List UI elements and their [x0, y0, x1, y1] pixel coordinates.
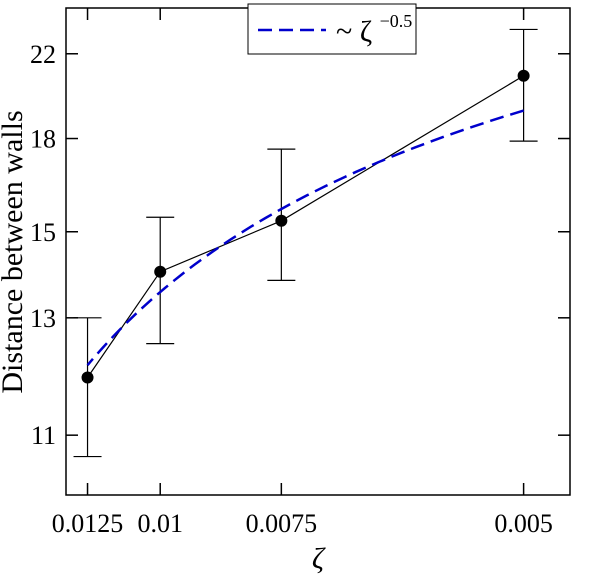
- legend-label-exponent: −0.5: [380, 11, 413, 31]
- legend: ~ ζ −0.5: [247, 3, 417, 55]
- data-point: [517, 69, 530, 82]
- x-axis-title: ζ: [312, 542, 326, 575]
- y-axis-title: Distance between walls: [0, 110, 29, 393]
- fit-series-line: [86, 109, 524, 366]
- series-layer: [73, 28, 538, 458]
- legend-box: [247, 3, 417, 55]
- y-tick-label: 18: [30, 125, 56, 154]
- x-tick-label: 0.005: [494, 509, 553, 538]
- data-point: [154, 265, 167, 278]
- x-tick-label: 0.01: [137, 509, 183, 538]
- x-axis: 0.005 0.0075 0.01 0.0125: [52, 8, 553, 538]
- y-tick-label: 15: [30, 218, 56, 247]
- legend-label-fit: ~ ζ −0.5: [336, 11, 412, 48]
- y-tick-label: 22: [30, 40, 56, 69]
- y-axis: 11 13 15 18 22: [30, 40, 570, 450]
- data-series-line: [87, 75, 524, 378]
- legend-label-text: ~ ζ: [336, 15, 372, 48]
- x-tick-label: 0.0125: [52, 509, 124, 538]
- data-point: [81, 371, 94, 384]
- x-tick-label: 0.0075: [246, 509, 318, 538]
- plot-frame: [65, 7, 571, 496]
- y-tick-label: 11: [31, 421, 56, 450]
- y-tick-label: 13: [30, 304, 56, 333]
- data-point: [275, 214, 288, 227]
